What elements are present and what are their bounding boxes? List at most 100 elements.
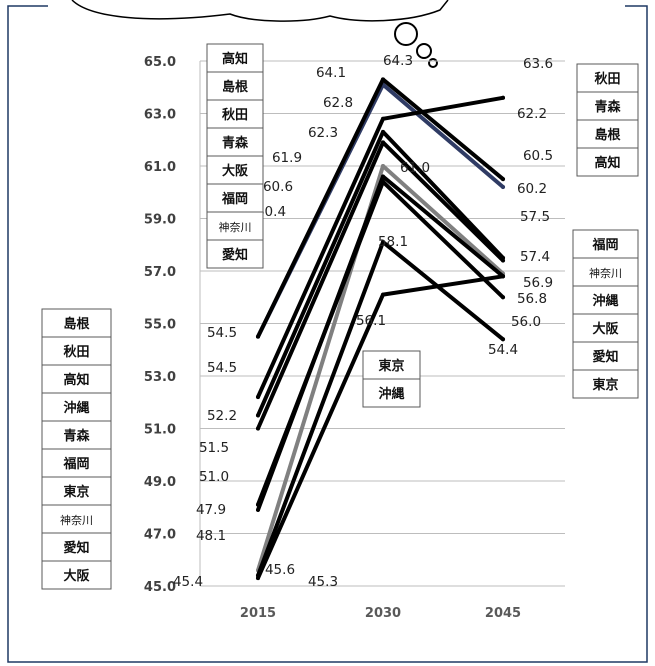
data-label: 57.4 [520, 249, 550, 265]
data-label: 56.0 [511, 314, 541, 330]
data-label: 62.8 [323, 95, 353, 111]
data-point [381, 116, 385, 121]
data-point [381, 140, 385, 145]
legend-entry: 秋田 [222, 107, 248, 123]
data-point [501, 274, 505, 279]
legend-entry: 沖縄 [63, 400, 89, 416]
y-tick-label: 45.0 [144, 580, 176, 595]
data-label: 61.9 [272, 150, 302, 166]
thought-bubble-large [394, 22, 418, 46]
legend-cell [576, 63, 639, 93]
y-tick-label: 65.0 [144, 55, 176, 70]
legend-entry: 秋田 [63, 344, 89, 360]
y-tick-label: 59.0 [144, 213, 176, 228]
legend-cell [41, 532, 112, 562]
legend-entry: 秋田 [594, 71, 620, 87]
data-label: 61.0 [400, 160, 430, 176]
legend-cell [41, 308, 112, 338]
data-label: 47.9 [196, 502, 226, 518]
legend-entry: 青森 [63, 428, 90, 444]
data-label: 52.2 [207, 408, 237, 424]
legend-entry: 東京 [378, 358, 404, 374]
data-label: 54.5 [207, 360, 237, 376]
data-point [381, 240, 385, 245]
data-label: 45.6 [265, 562, 295, 578]
y-tick-label: 53.0 [144, 370, 176, 385]
data-label: 64.1 [316, 65, 346, 81]
data-point [381, 174, 385, 179]
data-label: 58.1 [378, 234, 408, 250]
legend-cell [576, 91, 639, 121]
legend-entry: 高知 [222, 51, 248, 67]
data-point [501, 258, 505, 263]
legend-entry: 高知 [594, 155, 620, 171]
data-label: 51.5 [199, 440, 229, 456]
data-label: 56.8 [517, 291, 547, 307]
data-label: 62.2 [517, 106, 547, 122]
frame-border [7, 5, 648, 663]
data-label: 51.0 [199, 469, 229, 485]
y-tick-label: 63.0 [144, 108, 176, 123]
x-tick-label: 2015 [240, 606, 276, 621]
y-tick-label: 57.0 [144, 265, 176, 280]
data-label: 56.9 [523, 275, 553, 291]
data-point [256, 334, 260, 339]
data-point [381, 179, 385, 184]
data-label: 60.5 [523, 148, 553, 164]
data-point [381, 77, 385, 82]
legend-entry: 島根 [594, 127, 621, 143]
x-axis-ticks: 2015 2030 2045 [240, 606, 521, 621]
legend-cell [572, 285, 639, 315]
y-tick-label: 55.0 [144, 318, 176, 333]
thought-bubble-medium [416, 43, 432, 59]
legend-entry: 東京 [592, 377, 618, 393]
data-label: 60.6 [263, 179, 293, 195]
legend-entry: 愛知 [63, 540, 89, 556]
data-point [256, 413, 260, 418]
legend-cell [572, 229, 639, 259]
y-tick-label: 51.0 [144, 423, 176, 438]
legend-entry: 高知 [63, 372, 89, 388]
legend-entry: 島根 [222, 79, 249, 95]
legend-cell [572, 257, 639, 287]
y-tick-label: 47.0 [144, 528, 176, 543]
legend-cell [206, 211, 264, 241]
legend-cell [572, 369, 639, 399]
data-label: 63.6 [523, 56, 553, 72]
legend-entry: 神奈川 [219, 220, 252, 234]
legend-entry: 福岡 [62, 456, 89, 472]
data-point [381, 292, 385, 297]
legend-entry: 青森 [222, 135, 249, 151]
y-tick-label: 49.0 [144, 475, 176, 490]
data-label: 60.2 [517, 181, 547, 197]
data-label: 56.1 [356, 313, 386, 329]
legend-entry: 大阪 [592, 321, 619, 337]
thought-cloud [71, 0, 449, 22]
legend-cell [41, 448, 112, 478]
legend-cell [41, 420, 112, 450]
data-point [501, 337, 505, 342]
legend-cell [572, 313, 639, 343]
y-axis-ticks: 45.0 47.0 49.0 51.0 53.0 55.0 57.0 59.0 61.0 63.0… [144, 55, 176, 595]
data-point [381, 164, 385, 168]
data-label: 54.5 [207, 325, 237, 341]
data-point [381, 129, 385, 134]
data-label: 45.4 [173, 574, 203, 590]
data-point [256, 395, 260, 399]
legend-entry: 大阪 [63, 568, 90, 584]
data-point [501, 295, 505, 300]
legend-entry: 神奈川 [60, 513, 93, 527]
legend-cell [206, 155, 264, 185]
legend-entry: 沖縄 [378, 386, 404, 402]
legend-cell [41, 392, 112, 422]
legend-cell [41, 560, 112, 590]
legend-cell [576, 119, 639, 149]
legend-entry: 大阪 [222, 163, 249, 179]
data-label: 45.3 [308, 574, 338, 590]
legend-cell [206, 43, 264, 73]
